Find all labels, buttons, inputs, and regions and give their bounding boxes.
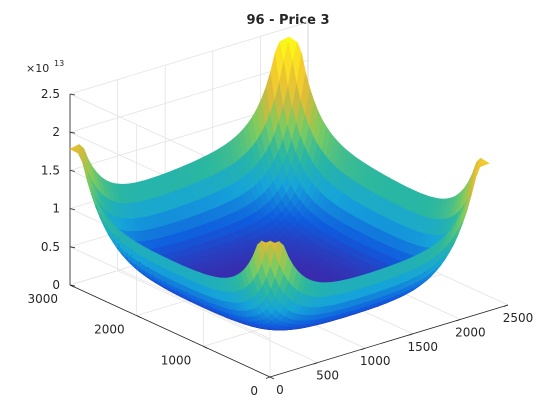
z-tick-label: 0.5 (41, 240, 60, 254)
x-tick (313, 362, 318, 365)
y-tick-label: 3000 (27, 292, 58, 306)
x-axis-line (269, 304, 509, 378)
z-tick (69, 170, 76, 172)
gridline-z-left (69, 246, 271, 340)
z-tick (69, 246, 76, 249)
x-tick (456, 319, 461, 322)
y-tick-label: 1000 (161, 353, 192, 367)
z-tick (69, 93, 76, 96)
x-tick-label: 1500 (408, 340, 439, 354)
gridline-z-back (69, 59, 309, 133)
x-tick-label: 2500 (503, 311, 534, 325)
y-axis-line (69, 284, 271, 378)
z-scale-exponent: 13 (54, 59, 64, 68)
chart-title: 96 - Price 3 (246, 13, 329, 28)
z-tick-label: 2.5 (41, 87, 60, 101)
z-tick-label: 1 (52, 202, 60, 216)
surface-mesh (69, 36, 490, 331)
z-tick (69, 284, 76, 287)
z-tick-label: 1.5 (41, 163, 60, 177)
x-tick-label: 1000 (360, 354, 391, 368)
x-tick (408, 333, 413, 336)
x-tick-label: 2000 (455, 325, 486, 339)
x-tick-label: 0 (276, 383, 284, 397)
y-tick-label: 2000 (94, 323, 125, 337)
z-tick (69, 208, 76, 210)
x-tick (361, 347, 366, 351)
surface-patch (479, 160, 490, 166)
y-tick (203, 345, 208, 349)
x-tick (503, 304, 509, 307)
y-tick (136, 315, 141, 319)
z-tick (69, 131, 76, 134)
x-tick (265, 376, 271, 379)
z-scale-label: ×10 (26, 62, 49, 75)
tick-labels: ×10 13 0 500 1000 1500 2000 2500 0 1000 2000 3000… (26, 59, 533, 398)
axes (69, 93, 509, 380)
gridline-x-floor (117, 270, 318, 363)
gridline-z-back (69, 21, 309, 95)
y-tick (269, 376, 275, 380)
z-tick-label: 2 (52, 125, 60, 139)
x-tick-label: 500 (316, 369, 339, 383)
z-tick-label: 0 (52, 278, 60, 292)
y-tick-label: 0 (250, 384, 258, 398)
